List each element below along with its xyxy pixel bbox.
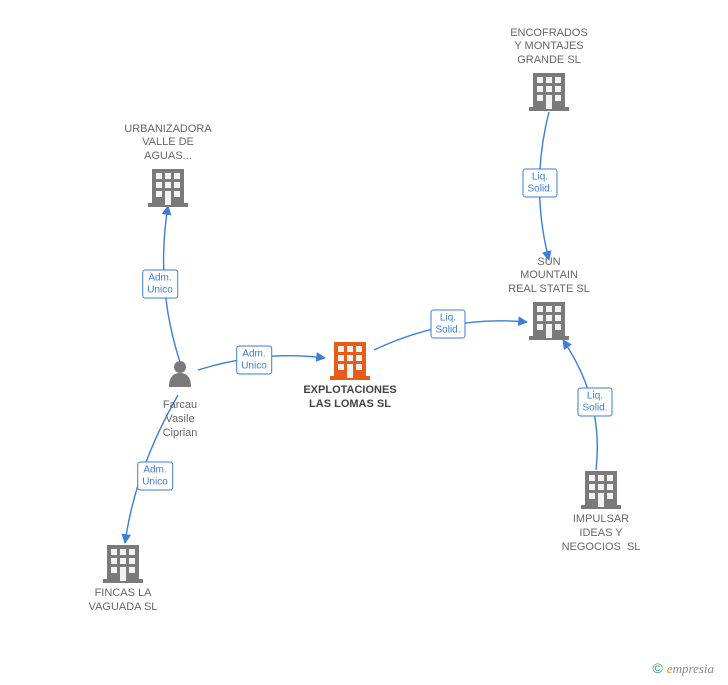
edge-label-explotaciones-sunmountain: Liq. Solid. [430,310,465,339]
brand-rest: mpresia [673,661,714,676]
node-label-fincas: FINCAS LA VAGUADA SL [53,587,193,615]
edge-label-encofrados-sunmountain: Liq. Solid. [522,169,557,198]
person-icon-farcau [169,361,191,387]
edge-label-farcau-fincas: Adm. Unico [137,462,173,491]
node-label-sunmountain: SUN MOUNTAIN REAL STATE SL [479,256,619,297]
node-label-impulsar: IMPULSAR IDEAS Y NEGOCIOS SL [531,513,671,554]
watermark: ©empresia [652,660,714,677]
building-icon-impulsar [581,471,621,509]
diagram-canvas [0,0,728,685]
building-icon-urbanizadora [148,169,188,207]
node-label-urbanizadora: URBANIZADORA VALLE DE AGUAS... [98,123,238,164]
building-icon-explotaciones [330,342,370,380]
building-icon-sunmountain [529,302,569,340]
node-label-encofrados: ENCOFRADOS Y MONTAJES GRANDE SL [479,27,619,68]
copyright-symbol: © [652,660,662,676]
edge-label-farcau-urbanizadora: Adm. Unico [142,270,178,299]
node-label-explotaciones: EXPLOTACIONES LAS LOMAS SL [280,384,420,412]
building-icon-encofrados [529,73,569,111]
edge-label-impulsar-sunmountain: Liq. Solid. [577,388,612,417]
node-label-farcau: Farcau Vasile Ciprian [110,399,250,440]
building-icon-fincas [103,545,143,583]
edge-label-farcau-explotaciones: Adm. Unico [236,346,272,375]
